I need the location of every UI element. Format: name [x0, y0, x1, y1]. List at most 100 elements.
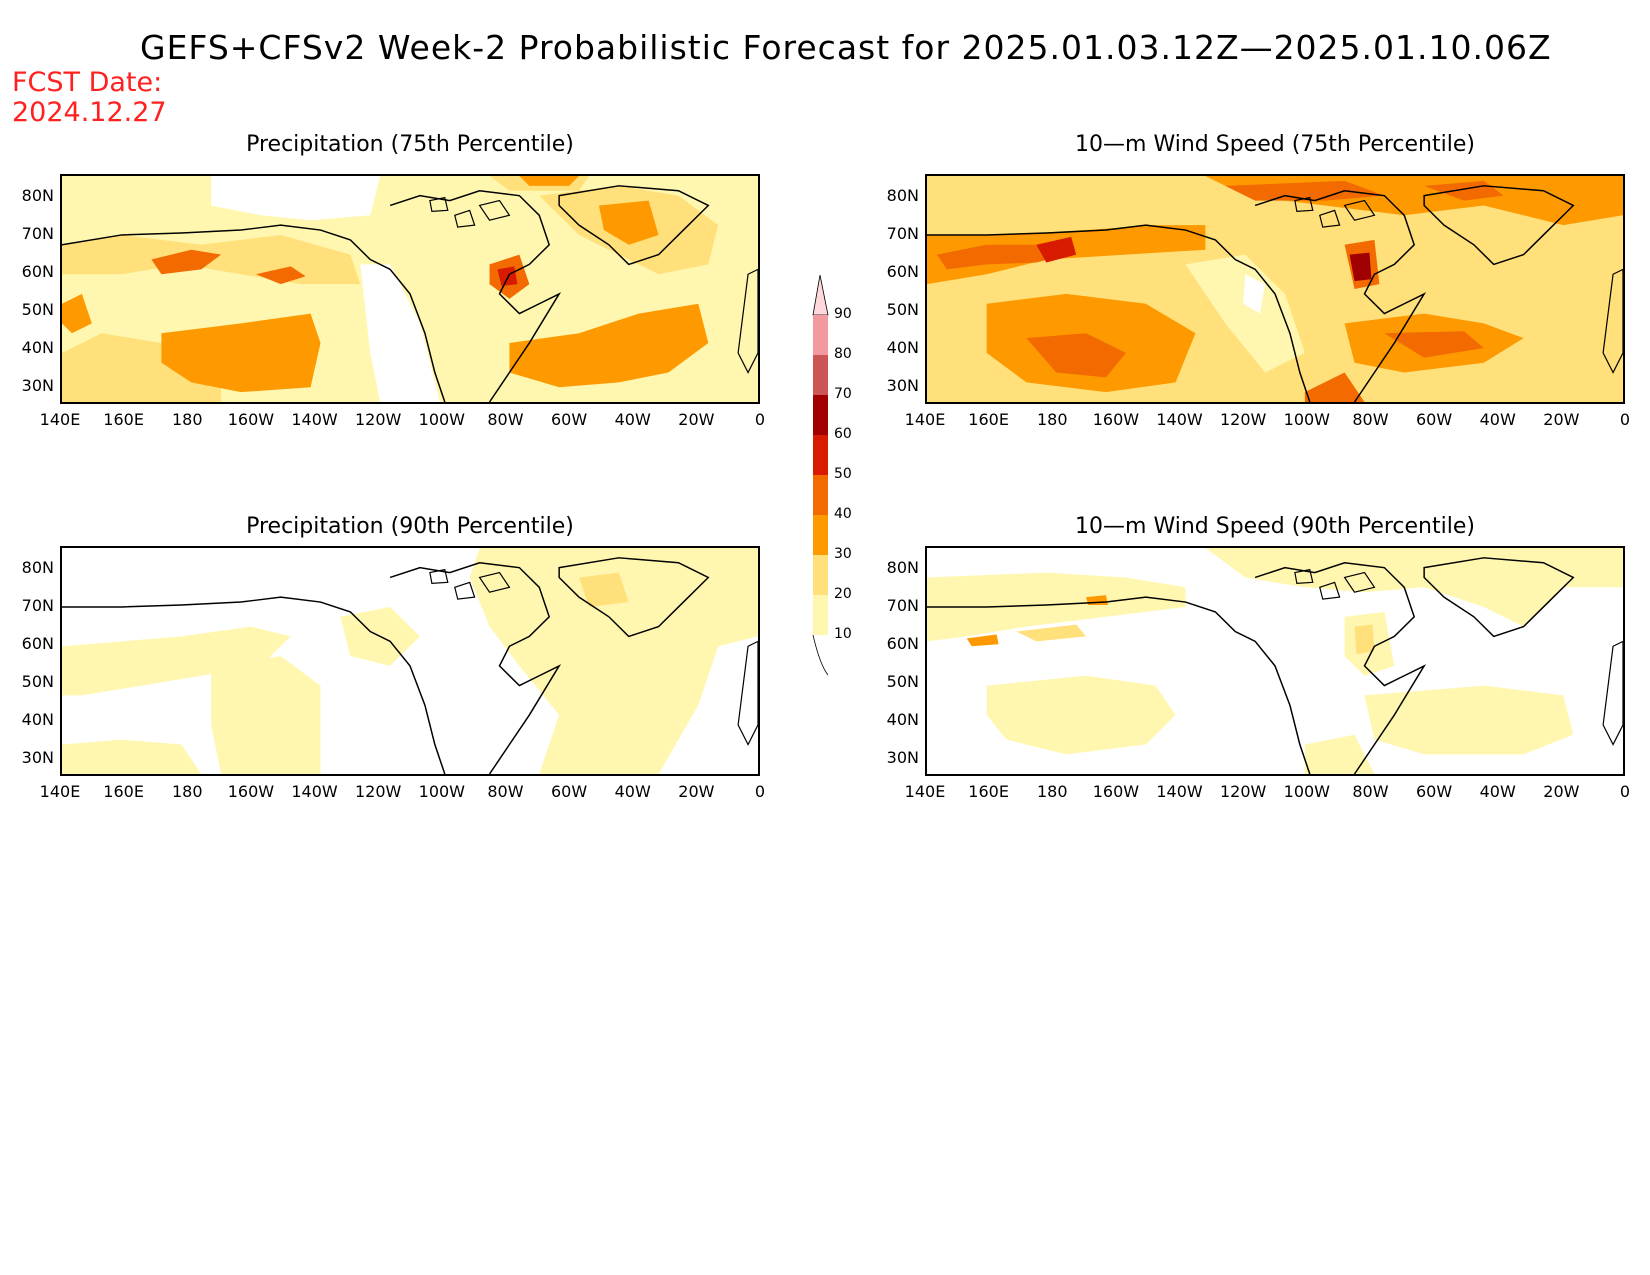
lat-label: 40N — [21, 710, 54, 729]
colorbar-swatch — [813, 555, 828, 595]
colorbar-swatch — [813, 355, 828, 395]
lon-label: 160E — [968, 782, 1009, 801]
colorbar-label: 20 — [834, 586, 852, 602]
lat-label: 50N — [21, 300, 54, 319]
lat-label: 80N — [21, 558, 54, 577]
map-precip-90 — [60, 546, 760, 776]
forecast-date: FCST Date: 2024.12.27 — [12, 68, 167, 128]
lat-label: 50N — [21, 672, 54, 691]
lon-label: 60W — [1415, 782, 1453, 801]
lon-label: 180 — [171, 782, 203, 801]
lon-label: 100W — [1283, 410, 1330, 429]
map-precip-75 — [60, 174, 760, 404]
lat-label: 70N — [21, 224, 54, 243]
map-wind-75 — [925, 174, 1625, 404]
colorbar-swatch — [813, 395, 828, 435]
panel-title-precip-90: Precipitation (90th Percentile) — [246, 514, 574, 539]
lon-label: 0 — [1619, 782, 1631, 801]
forecast-date-value: 2024.12.27 — [12, 97, 167, 128]
lat-label: 40N — [886, 710, 919, 729]
lon-label: 160E — [103, 782, 144, 801]
map-wind-90 — [925, 546, 1625, 776]
colorbar-swatch — [813, 435, 828, 475]
colorbar-swatch — [813, 595, 828, 635]
colorbar-label: 40 — [834, 506, 852, 522]
lon-label: 160W — [1092, 782, 1140, 801]
lon-label: 40W — [614, 782, 651, 801]
lon-label: 140W — [1156, 782, 1203, 801]
lon-label: 40W — [1479, 782, 1516, 801]
lon-label: 80W — [1352, 410, 1389, 429]
main-title: GEFS+CFSv2 Week-2 Probabilistic Forecast… — [140, 28, 1552, 67]
lon-label: 60W — [550, 782, 588, 801]
colorbar-label: 60 — [834, 426, 852, 442]
lon-label: 120W — [354, 782, 402, 801]
lon-label: 160E — [968, 410, 1009, 429]
lon-label: 40W — [1479, 410, 1516, 429]
lon-label: 180 — [1036, 410, 1068, 429]
lon-label: 20W — [678, 410, 715, 429]
lon-label: 100W — [418, 410, 465, 429]
lat-label: 50N — [886, 672, 919, 691]
colorbar-label: 10 — [834, 626, 852, 642]
lat-label: 30N — [886, 376, 919, 395]
lat-label: 80N — [886, 558, 919, 577]
lon-label: 140W — [291, 410, 338, 429]
lon-label: 140E — [39, 782, 81, 801]
lat-label: 30N — [21, 376, 54, 395]
lat-label: 70N — [21, 596, 54, 615]
lon-label: 180 — [1036, 782, 1068, 801]
lon-label: 100W — [418, 782, 465, 801]
lon-label: 140E — [904, 410, 946, 429]
colorbar-label: 90 — [834, 306, 852, 322]
panel-title-wind-90: 10—m Wind Speed (90th Percentile) — [1075, 514, 1475, 539]
lon-label: 40W — [614, 410, 651, 429]
lon-label: 20W — [1543, 782, 1580, 801]
lon-label: 160W — [1092, 410, 1140, 429]
lon-label: 20W — [678, 782, 715, 801]
lon-label: 120W — [354, 410, 402, 429]
lon-label: 20W — [1543, 410, 1580, 429]
lon-label: 0 — [1619, 410, 1631, 429]
lon-label: 0 — [754, 782, 766, 801]
lon-label: 0 — [754, 410, 766, 429]
lat-label: 60N — [21, 634, 54, 653]
lon-label: 120W — [1219, 782, 1267, 801]
colorbar-swatch — [813, 315, 828, 355]
lon-label: 60W — [550, 410, 588, 429]
lon-label: 140W — [291, 782, 338, 801]
lat-label: 40N — [21, 338, 54, 357]
colorbar-label: 70 — [834, 386, 852, 402]
lon-label: 80W — [1352, 782, 1389, 801]
lon-label: 140E — [39, 410, 81, 429]
lat-label: 50N — [886, 300, 919, 319]
colorbar-swatch — [813, 515, 828, 555]
colorbar-swatch — [813, 475, 828, 515]
lon-label: 60W — [1415, 410, 1453, 429]
colorbar-bottom-tail — [812, 634, 829, 676]
lon-label: 160W — [227, 410, 275, 429]
lon-label: 80W — [487, 782, 524, 801]
lon-label: 140E — [904, 782, 946, 801]
lat-label: 80N — [21, 186, 54, 205]
lat-label: 80N — [886, 186, 919, 205]
lon-label: 140W — [1156, 410, 1203, 429]
forecast-date-label: FCST Date: — [12, 67, 163, 98]
lat-label: 60N — [886, 634, 919, 653]
lat-label: 70N — [886, 224, 919, 243]
colorbar — [812, 274, 842, 689]
lat-label: 60N — [21, 262, 54, 281]
lon-label: 120W — [1219, 410, 1267, 429]
lon-label: 180 — [171, 410, 203, 429]
lat-label: 70N — [886, 596, 919, 615]
panel-title-precip-75: Precipitation (75th Percentile) — [246, 132, 574, 157]
lon-label: 160W — [227, 782, 275, 801]
lat-label: 60N — [886, 262, 919, 281]
panel-title-wind-75: 10—m Wind Speed (75th Percentile) — [1075, 132, 1475, 157]
lon-label: 160E — [103, 410, 144, 429]
colorbar-label: 30 — [834, 546, 852, 562]
colorbar-label: 80 — [834, 346, 852, 362]
lon-label: 80W — [487, 410, 524, 429]
colorbar-top-arrow — [812, 274, 829, 316]
lat-label: 40N — [886, 338, 919, 357]
